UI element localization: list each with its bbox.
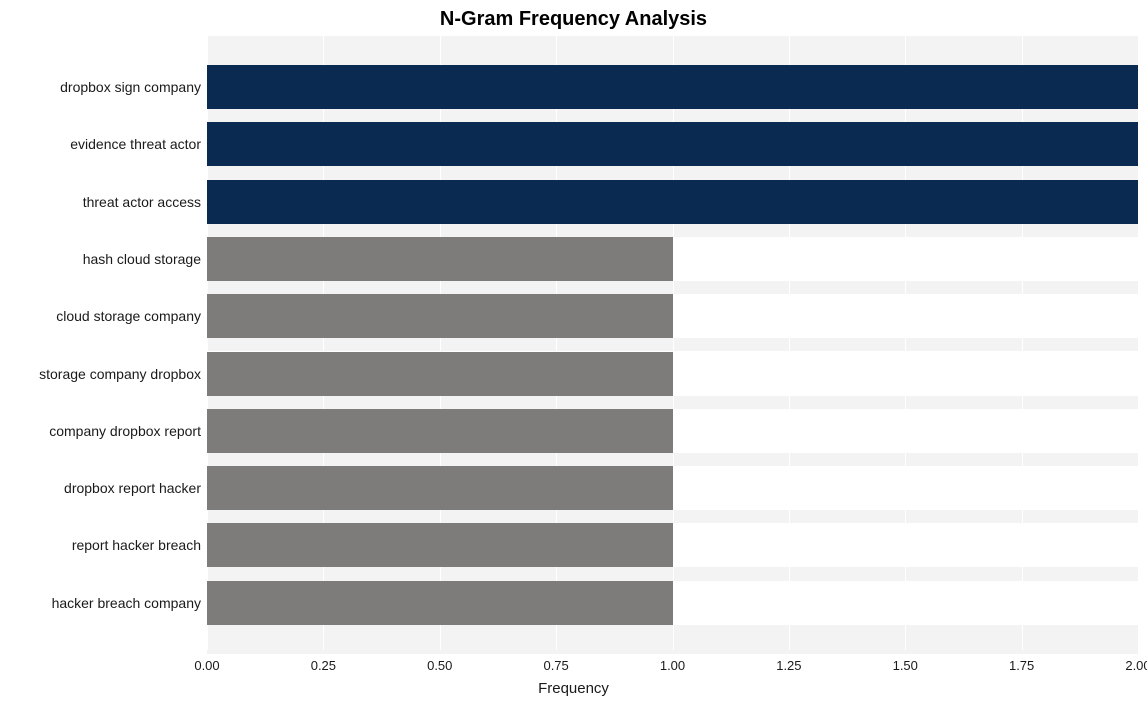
x-axis-label: Frequency: [0, 680, 1147, 697]
bar: [207, 352, 673, 396]
bar: [207, 466, 673, 510]
x-tick-label: 1.00: [660, 658, 685, 673]
x-tick-label: 1.75: [1009, 658, 1034, 673]
x-tick-label: 1.50: [893, 658, 918, 673]
bar: [207, 294, 673, 338]
bar: [207, 409, 673, 453]
y-tick-label: dropbox report hacker: [64, 480, 201, 496]
bar: [207, 65, 1138, 109]
x-tick-label: 0.25: [311, 658, 336, 673]
x-tick-label: 0.50: [427, 658, 452, 673]
bar: [207, 581, 673, 625]
y-tick-label: hash cloud storage: [83, 251, 201, 267]
plot-area: 0.000.250.500.751.001.251.501.752.00drop…: [207, 36, 1138, 650]
ngram-frequency-chart: N-Gram Frequency Analysis 0.000.250.500.…: [0, 0, 1147, 701]
bar: [207, 237, 673, 281]
y-tick-label: dropbox sign company: [60, 79, 201, 95]
bar: [207, 122, 1138, 166]
chart-title: N-Gram Frequency Analysis: [0, 8, 1147, 31]
x-gridline: [1138, 36, 1139, 650]
x-tick-label: 2.00: [1125, 658, 1147, 673]
x-tick-label: 1.25: [776, 658, 801, 673]
y-tick-label: evidence threat actor: [70, 136, 201, 152]
y-tick-label: company dropbox report: [49, 423, 201, 439]
x-tick-label: 0.00: [194, 658, 219, 673]
bar: [207, 523, 673, 567]
y-tick-label: cloud storage company: [56, 308, 201, 324]
y-tick-label: threat actor access: [83, 194, 201, 210]
bar: [207, 180, 1138, 224]
y-tick-label: report hacker breach: [72, 537, 201, 553]
y-tick-label: hacker breach company: [52, 595, 201, 611]
x-tick-label: 0.75: [543, 658, 568, 673]
y-tick-label: storage company dropbox: [39, 366, 201, 382]
